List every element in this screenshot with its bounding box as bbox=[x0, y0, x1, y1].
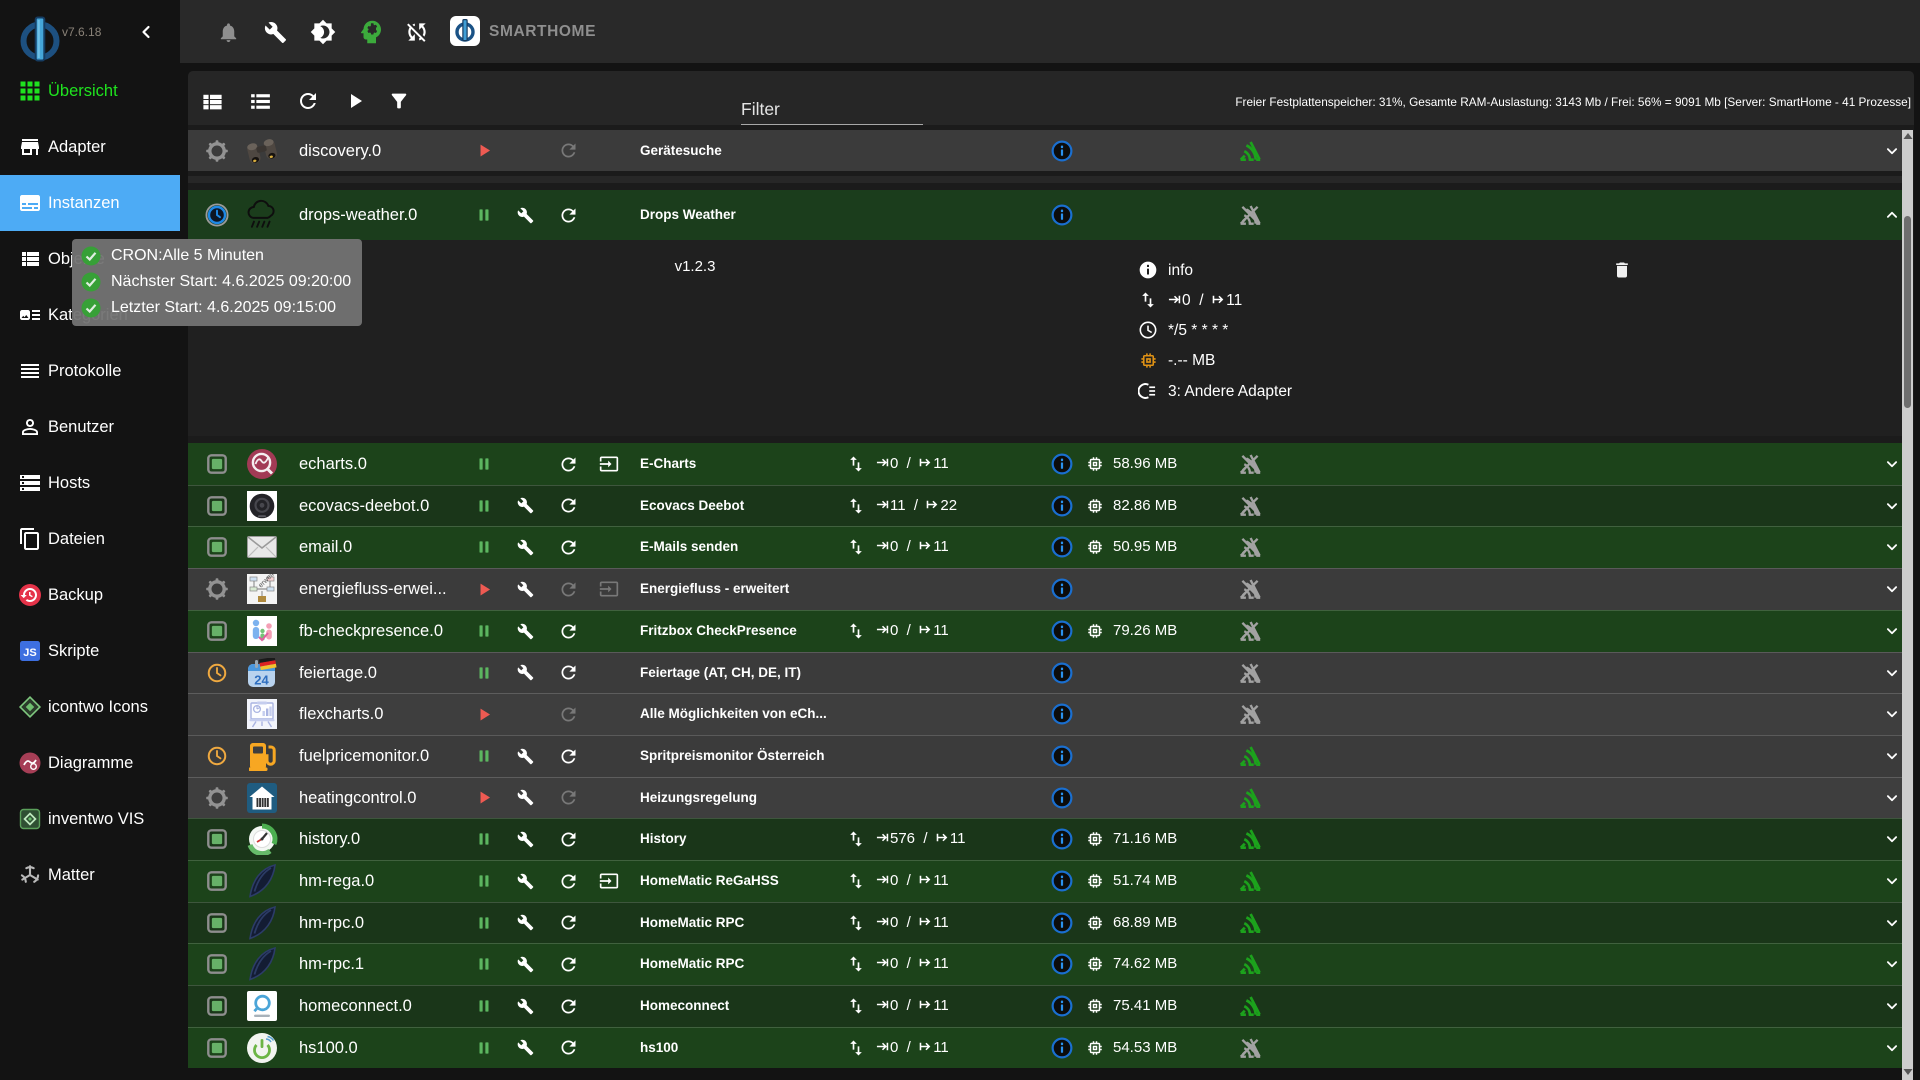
svg-text:24: 24 bbox=[254, 672, 269, 687]
svg-text:JS: JS bbox=[23, 647, 36, 659]
